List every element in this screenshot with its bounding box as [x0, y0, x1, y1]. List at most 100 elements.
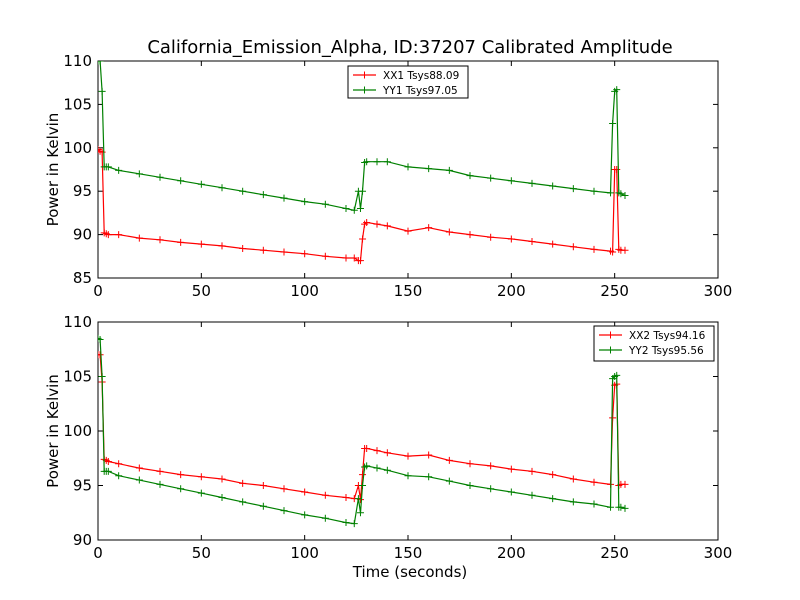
data-point — [98, 148, 106, 156]
data-point — [425, 451, 433, 459]
data-point — [569, 243, 577, 251]
data-point — [590, 478, 598, 486]
data-point — [342, 493, 350, 501]
data-point — [363, 158, 371, 166]
data-point — [373, 464, 381, 472]
data-point — [507, 465, 515, 473]
data-point — [466, 231, 474, 239]
y-tick-label: 105 — [63, 368, 92, 386]
data-point — [404, 163, 412, 171]
data-point — [363, 444, 371, 452]
data-point — [613, 86, 621, 94]
data-point — [239, 187, 247, 195]
data-point — [590, 187, 598, 195]
x-tick-label: 200 — [497, 282, 526, 300]
x-tick-label: 250 — [600, 282, 629, 300]
data-point — [350, 206, 358, 214]
data-point — [197, 489, 205, 497]
data-point — [373, 447, 381, 455]
data-point — [359, 482, 367, 489]
y-tick-label: 105 — [63, 95, 92, 113]
data-point — [607, 503, 615, 511]
data-point — [115, 460, 123, 468]
data-point — [301, 488, 309, 496]
data-point — [321, 491, 329, 499]
data-point — [609, 248, 617, 256]
x-axis-label: Time (seconds) — [352, 563, 468, 581]
data-point — [425, 165, 433, 173]
data-point — [425, 473, 433, 481]
legend: XX1 Tsys88.09 YY1 Tsys97.05 — [347, 65, 469, 99]
data-point — [104, 458, 112, 466]
data-point — [177, 238, 185, 246]
data-point — [609, 119, 617, 127]
data-point — [350, 254, 358, 262]
data-point — [342, 519, 350, 527]
data-point — [115, 166, 123, 174]
data-point — [607, 189, 615, 197]
data-point — [135, 464, 143, 472]
data-point — [569, 475, 577, 483]
data-point — [177, 177, 185, 185]
legend-entry: XX1 Tsys88.09 — [383, 70, 459, 82]
data-point — [373, 158, 381, 166]
data-point — [359, 187, 367, 195]
data-point — [135, 476, 143, 484]
data-point — [528, 238, 536, 246]
data-point — [259, 246, 267, 254]
data-point — [549, 240, 557, 248]
data-point — [621, 192, 629, 200]
data-point — [613, 166, 621, 173]
bottom-panel: 0 50 100 150 200 250 300 90 95 100 105 110 Power in … — [44, 313, 732, 562]
legend-marker — [607, 346, 614, 354]
data-point — [115, 472, 123, 480]
data-point — [115, 231, 123, 239]
data-point — [98, 351, 104, 359]
data-point — [156, 173, 164, 181]
data-point — [259, 482, 267, 489]
data-point — [507, 235, 515, 243]
x-tick-label: 50 — [192, 282, 211, 300]
data-point — [466, 460, 474, 468]
x-tick-label: 0 — [93, 544, 103, 562]
data-point — [356, 257, 364, 265]
data-point — [280, 248, 288, 256]
data-point — [590, 500, 598, 508]
data-point — [239, 244, 247, 252]
data-point — [280, 194, 288, 202]
data-point — [98, 373, 106, 380]
legend-box — [593, 325, 715, 362]
data-point — [259, 502, 267, 510]
data-point — [466, 172, 474, 180]
data-point — [218, 242, 226, 250]
data-point — [156, 480, 164, 488]
x-tick-label: 50 — [192, 544, 211, 562]
x-tick-label: 100 — [290, 282, 319, 300]
y-tick-label: 100 — [63, 139, 92, 157]
data-point — [569, 498, 577, 506]
data-point — [218, 184, 226, 192]
x-tick-label: 150 — [394, 544, 423, 562]
data-point — [156, 236, 164, 244]
data-point — [301, 250, 309, 258]
data-point — [98, 61, 104, 65]
data-point — [104, 467, 112, 475]
data-point — [569, 185, 577, 193]
data-point — [404, 227, 412, 235]
legend-marker — [361, 86, 368, 94]
data-point — [549, 182, 557, 190]
x-tick-label: 200 — [497, 544, 526, 562]
x-tick-label: 300 — [704, 544, 733, 562]
data-point — [342, 205, 350, 213]
series-2 — [98, 61, 629, 214]
data-point — [354, 495, 362, 503]
data-point — [197, 473, 205, 481]
data-point — [445, 228, 453, 236]
data-point — [135, 234, 143, 242]
data-point — [321, 252, 329, 260]
data-point — [239, 479, 247, 487]
data-point — [98, 87, 106, 95]
data-point — [177, 485, 185, 493]
data-point — [259, 191, 267, 199]
